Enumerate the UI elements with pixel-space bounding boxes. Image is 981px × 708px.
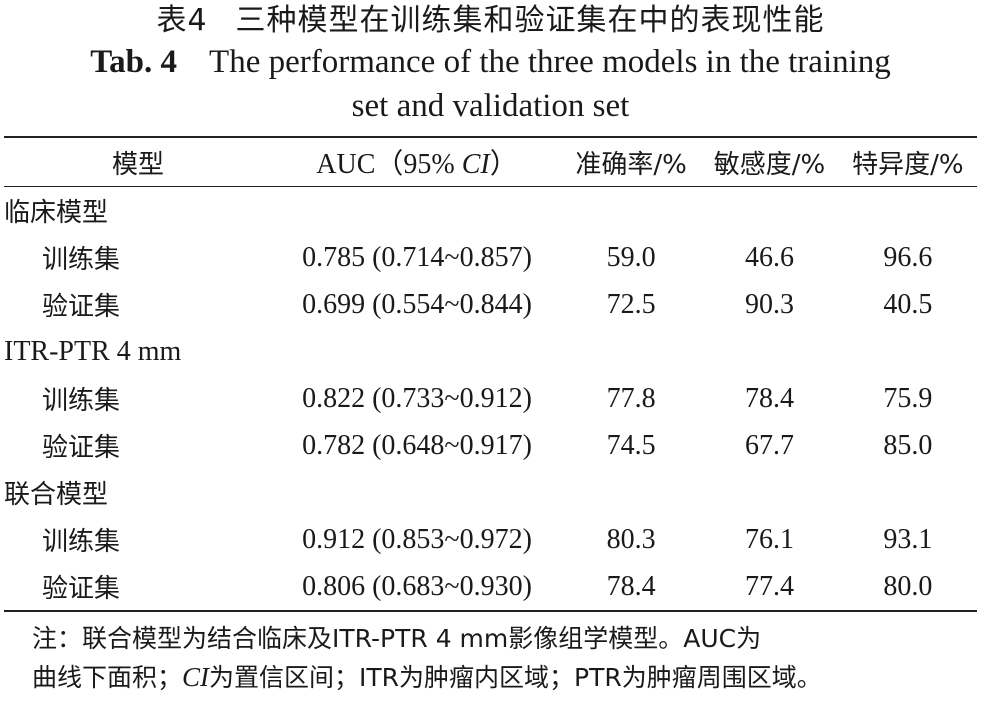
table-row: 验证集 0.782 (0.648~0.917) 74.5 67.7 85.0 — [4, 422, 977, 469]
group-row: 联合模型 — [4, 469, 977, 516]
cell-accuracy: 74.5 — [606, 429, 656, 461]
header-sensitivity: 敏感度/% — [700, 136, 839, 187]
table-row: 验证集 0.806 (0.683~0.930) 78.4 77.4 80.0 — [4, 563, 977, 612]
footnote-line2-a: 曲线下面积； — [32, 663, 183, 692]
header-row: 模型 AUC（95% CI） 准确率/% 敏感度/% 特异度/% — [4, 136, 977, 187]
table-row: 训练集 0.912 (0.853~0.972) 80.3 76.1 93.1 — [4, 516, 977, 563]
header-model: 模型 — [4, 136, 272, 187]
cell-set: 验证集 — [42, 292, 121, 322]
cell-set: 训练集 — [42, 386, 121, 416]
table-title-en-line2: set and validation set — [351, 88, 630, 124]
group-row: 临床模型 — [4, 187, 977, 235]
group-name: 联合模型 — [4, 480, 109, 510]
header-auc-ci: CI — [461, 149, 490, 180]
header-auc-prefix: AUC（95% — [316, 149, 462, 180]
cell-set: 验证集 — [4, 563, 272, 612]
table-title-cn-text: 三种模型在训练集和验证集在中的表现性能 — [235, 3, 825, 38]
footnote-line1: 注：联合模型为结合临床及ITR-PTR 4 mm影像组学模型。AUC为 — [32, 624, 762, 653]
cell-sensitivity: 90.3 — [744, 288, 794, 320]
cell-accuracy: 72.5 — [606, 288, 656, 320]
footnote-line2-b: 为置信区间；ITR为肿瘤内区域；PTR为肿瘤周围区域。 — [209, 663, 822, 692]
table-row: 训练集 0.785 (0.714~0.857) 59.0 46.6 96.6 — [4, 234, 977, 281]
cell-specificity: 80.0 — [838, 563, 977, 612]
header-auc-suffix: ） — [489, 149, 518, 180]
table-row: 验证集 0.699 (0.554~0.844) 72.5 90.3 40.5 — [4, 281, 977, 328]
table-number-en: Tab. 4 — [90, 44, 178, 80]
table-row: 训练集 0.822 (0.733~0.912) 77.8 78.4 75.9 — [4, 375, 977, 422]
cell-auc: 0.912 (0.853~0.972) — [302, 523, 532, 555]
cell-set: 训练集 — [42, 245, 121, 275]
cell-auc: 0.822 (0.733~0.912) — [302, 382, 532, 414]
results-table: 模型 AUC（95% CI） 准确率/% 敏感度/% 特异度/% 临床模型 训练… — [4, 136, 977, 612]
cell-accuracy: 78.4 — [562, 563, 701, 612]
cell-accuracy: 80.3 — [606, 523, 656, 555]
cell-sensitivity: 67.7 — [744, 429, 794, 461]
cell-specificity: 40.5 — [883, 288, 933, 320]
group-name: ITR-PTR 4 mm — [4, 335, 182, 367]
cell-set: 验证集 — [42, 433, 121, 463]
cell-specificity: 85.0 — [883, 429, 933, 461]
group-row: ITR-PTR 4 mm — [4, 328, 977, 375]
table-footnote: 注：联合模型为结合临床及ITR-PTR 4 mm影像组学模型。AUC为 曲线下面… — [4, 620, 977, 697]
table-title-en-line1: The performance of the three models in t… — [209, 44, 891, 80]
cell-specificity: 75.9 — [883, 382, 933, 414]
footnote-ci: CI — [182, 662, 210, 692]
header-accuracy: 准确率/% — [562, 136, 701, 187]
header-auc: AUC（95% CI） — [272, 136, 562, 187]
table-title-cn: 表4 三种模型在训练集和验证集在中的表现性能 — [4, 0, 977, 40]
cell-auc: 0.782 (0.648~0.917) — [302, 429, 532, 461]
table-title-en: Tab. 4 The performance of the three model… — [4, 40, 977, 128]
cell-specificity: 96.6 — [883, 241, 933, 273]
cell-sensitivity: 76.1 — [744, 523, 794, 555]
cell-sensitivity: 78.4 — [744, 382, 794, 414]
table-number-cn: 表4 — [156, 3, 208, 38]
cell-accuracy: 59.0 — [606, 241, 656, 273]
cell-sensitivity: 46.6 — [744, 241, 794, 273]
cell-auc: 0.785 (0.714~0.857) — [302, 241, 532, 273]
header-specificity: 特异度/% — [838, 136, 977, 187]
cell-auc: 0.806 (0.683~0.930) — [272, 563, 562, 612]
cell-sensitivity: 77.4 — [700, 563, 839, 612]
group-name: 临床模型 — [4, 198, 109, 228]
cell-auc: 0.699 (0.554~0.844) — [302, 288, 532, 320]
cell-accuracy: 77.8 — [606, 382, 656, 414]
cell-set: 训练集 — [42, 527, 121, 557]
cell-specificity: 93.1 — [883, 523, 933, 555]
